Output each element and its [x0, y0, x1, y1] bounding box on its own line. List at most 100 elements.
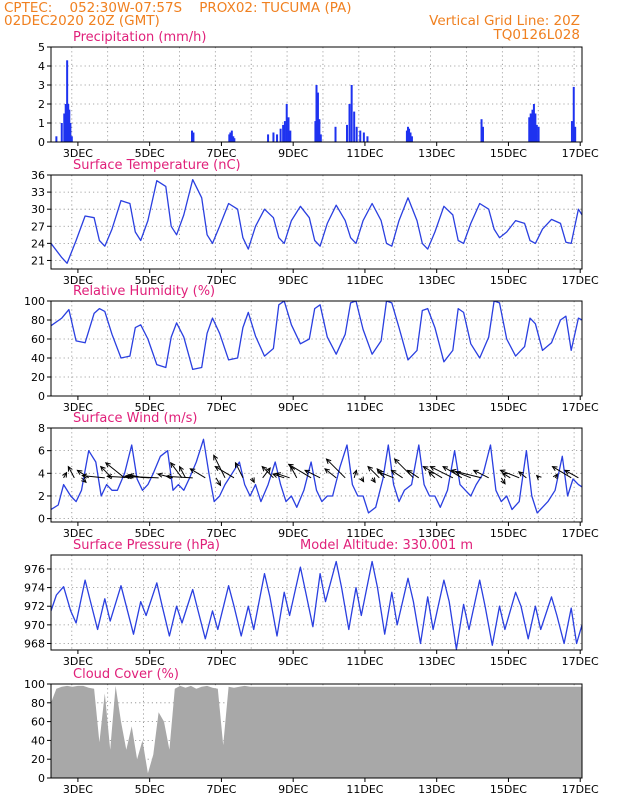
wind-arrow-head [214, 465, 221, 472]
x-tick-label: 17DEC [562, 783, 599, 796]
wind-arrow-head [429, 466, 436, 471]
panel-title-wind: Surface Wind (m/s) [73, 411, 197, 426]
wind-arrow [123, 473, 159, 480]
precip-bar [69, 123, 72, 142]
wind-arrow-shaft [518, 471, 527, 479]
wind-arrow [81, 477, 87, 484]
wind-arrow [450, 468, 482, 479]
wind-arrow [552, 473, 558, 480]
line-rh [51, 301, 582, 371]
y-tick-label: 2 [38, 98, 45, 111]
y-tick-label: 20 [31, 753, 45, 766]
panel-frame [50, 300, 583, 397]
y-tick-label: 100 [24, 678, 45, 691]
x-tick-label: 5DEC [135, 274, 165, 287]
wind-arrow-head [551, 465, 558, 472]
wind-arrow-head [370, 477, 376, 484]
precip-bar [285, 104, 288, 142]
x-tick-label: 17DEC [562, 147, 599, 160]
wind-arrow-shaft [378, 471, 394, 479]
precip-bar [405, 130, 408, 142]
wind-arrow-head [500, 478, 506, 485]
x-tick-label: 9DEC [278, 655, 308, 668]
panel-frame [50, 46, 583, 143]
wind-arrow-shaft [564, 469, 579, 479]
series-wind [51, 438, 582, 514]
wind-arrow-shaft [394, 458, 414, 479]
x-tick-label: 9DEC [278, 783, 308, 796]
wind-arrow-shaft [166, 475, 193, 479]
wind-arrow [535, 474, 542, 481]
line-temp [51, 178, 582, 264]
y-tick-label: 27 [31, 220, 45, 233]
precip-bar [481, 126, 484, 142]
wind-arrow [189, 468, 206, 479]
wind-arrow-shaft [326, 458, 346, 479]
precip-bar [348, 104, 351, 142]
x-tick-label: 3DEC [63, 147, 93, 160]
wind-arrow-head [287, 463, 294, 469]
wind-arrow-shaft [290, 466, 298, 479]
wind-arrow-shaft [235, 462, 244, 479]
x-tick-label: 5DEC [135, 655, 165, 668]
wind-arrow-head [324, 468, 330, 474]
panel-wind: Surface Wind (m/s) 0 2 4 6 8 3DEC 5DEC 7DEC 9DEC 1… [38, 411, 599, 540]
precip-bar [229, 132, 232, 142]
x-tick-label: 11DEC [346, 655, 383, 668]
precip-bar [63, 113, 66, 142]
wind-arrow-shaft [124, 475, 159, 479]
precip-bar [531, 109, 534, 142]
wind-arrow-shaft [376, 468, 386, 479]
wind-arrow-shaft [502, 472, 511, 479]
x-tick-label: 3DEC [63, 274, 93, 287]
wind-arrow-head [179, 465, 184, 472]
precip-bar [528, 117, 531, 142]
precip-bar [314, 121, 317, 142]
wind-arrow-head [156, 472, 163, 478]
precip-bar [315, 85, 318, 142]
wind-arrow-shaft [353, 470, 357, 478]
wind-arrow [290, 465, 298, 479]
x-tick-label: 5DEC [135, 783, 165, 796]
panel-title-precip: Precipitation (mm/h) [73, 30, 206, 45]
y-tick-label: 30 [31, 203, 45, 216]
precip-bar [574, 126, 577, 142]
y-tick-label: 4 [38, 60, 45, 73]
precip-bar [192, 132, 195, 142]
precip-bar [480, 119, 483, 142]
wind-arrow-shaft [500, 477, 506, 485]
wind-arrow [517, 471, 527, 479]
y-tick-label: 976 [24, 563, 45, 576]
precip-bar [230, 130, 233, 142]
x-tick-label: 13DEC [418, 783, 455, 796]
x-tick-label: 17DEC [562, 655, 599, 668]
wind-arrow [393, 458, 414, 479]
x-tick-label: 13DEC [418, 655, 455, 668]
vertical-grid-note: Vertical Grid Line: 20Z [429, 13, 580, 29]
panel-pressure: Surface Pressure (hPa) Model Altitude: 33… [24, 538, 599, 668]
precip-bar [334, 126, 337, 142]
x-tick-label: 17DEC [562, 274, 599, 287]
y-tick-label: 33 [31, 186, 45, 199]
x-tick-label: 7DEC [206, 274, 236, 287]
wind-arrow [304, 469, 321, 479]
series-cloud [51, 685, 582, 778]
line-wind [51, 438, 582, 514]
wind-arrow [390, 469, 403, 479]
panel-cloud: Cloud Cover (%) 0 20 40 60 80 100 3DEC 5DEC 7DEC 9… [24, 667, 599, 796]
x-tick-label: 9DEC [278, 147, 308, 160]
wind-arrow-shaft [552, 466, 572, 479]
wind-arrow [99, 465, 113, 479]
wind-arrow-head [81, 477, 87, 484]
x-tick-label: 9DEC [278, 401, 308, 414]
wind-arrow [249, 477, 255, 484]
wind-arrow-shaft [451, 469, 482, 479]
panel-temp: Surface Temperature (nC) 21 24 27 30 33 36 3DEC… [31, 158, 599, 287]
wind-arrow-shaft [214, 466, 235, 479]
wind-arrow-shaft [500, 469, 520, 479]
wind-arrow-head [563, 469, 570, 475]
cloud-area [51, 685, 582, 778]
wind-arrow-shaft [442, 466, 463, 479]
precip-bar [537, 126, 540, 142]
